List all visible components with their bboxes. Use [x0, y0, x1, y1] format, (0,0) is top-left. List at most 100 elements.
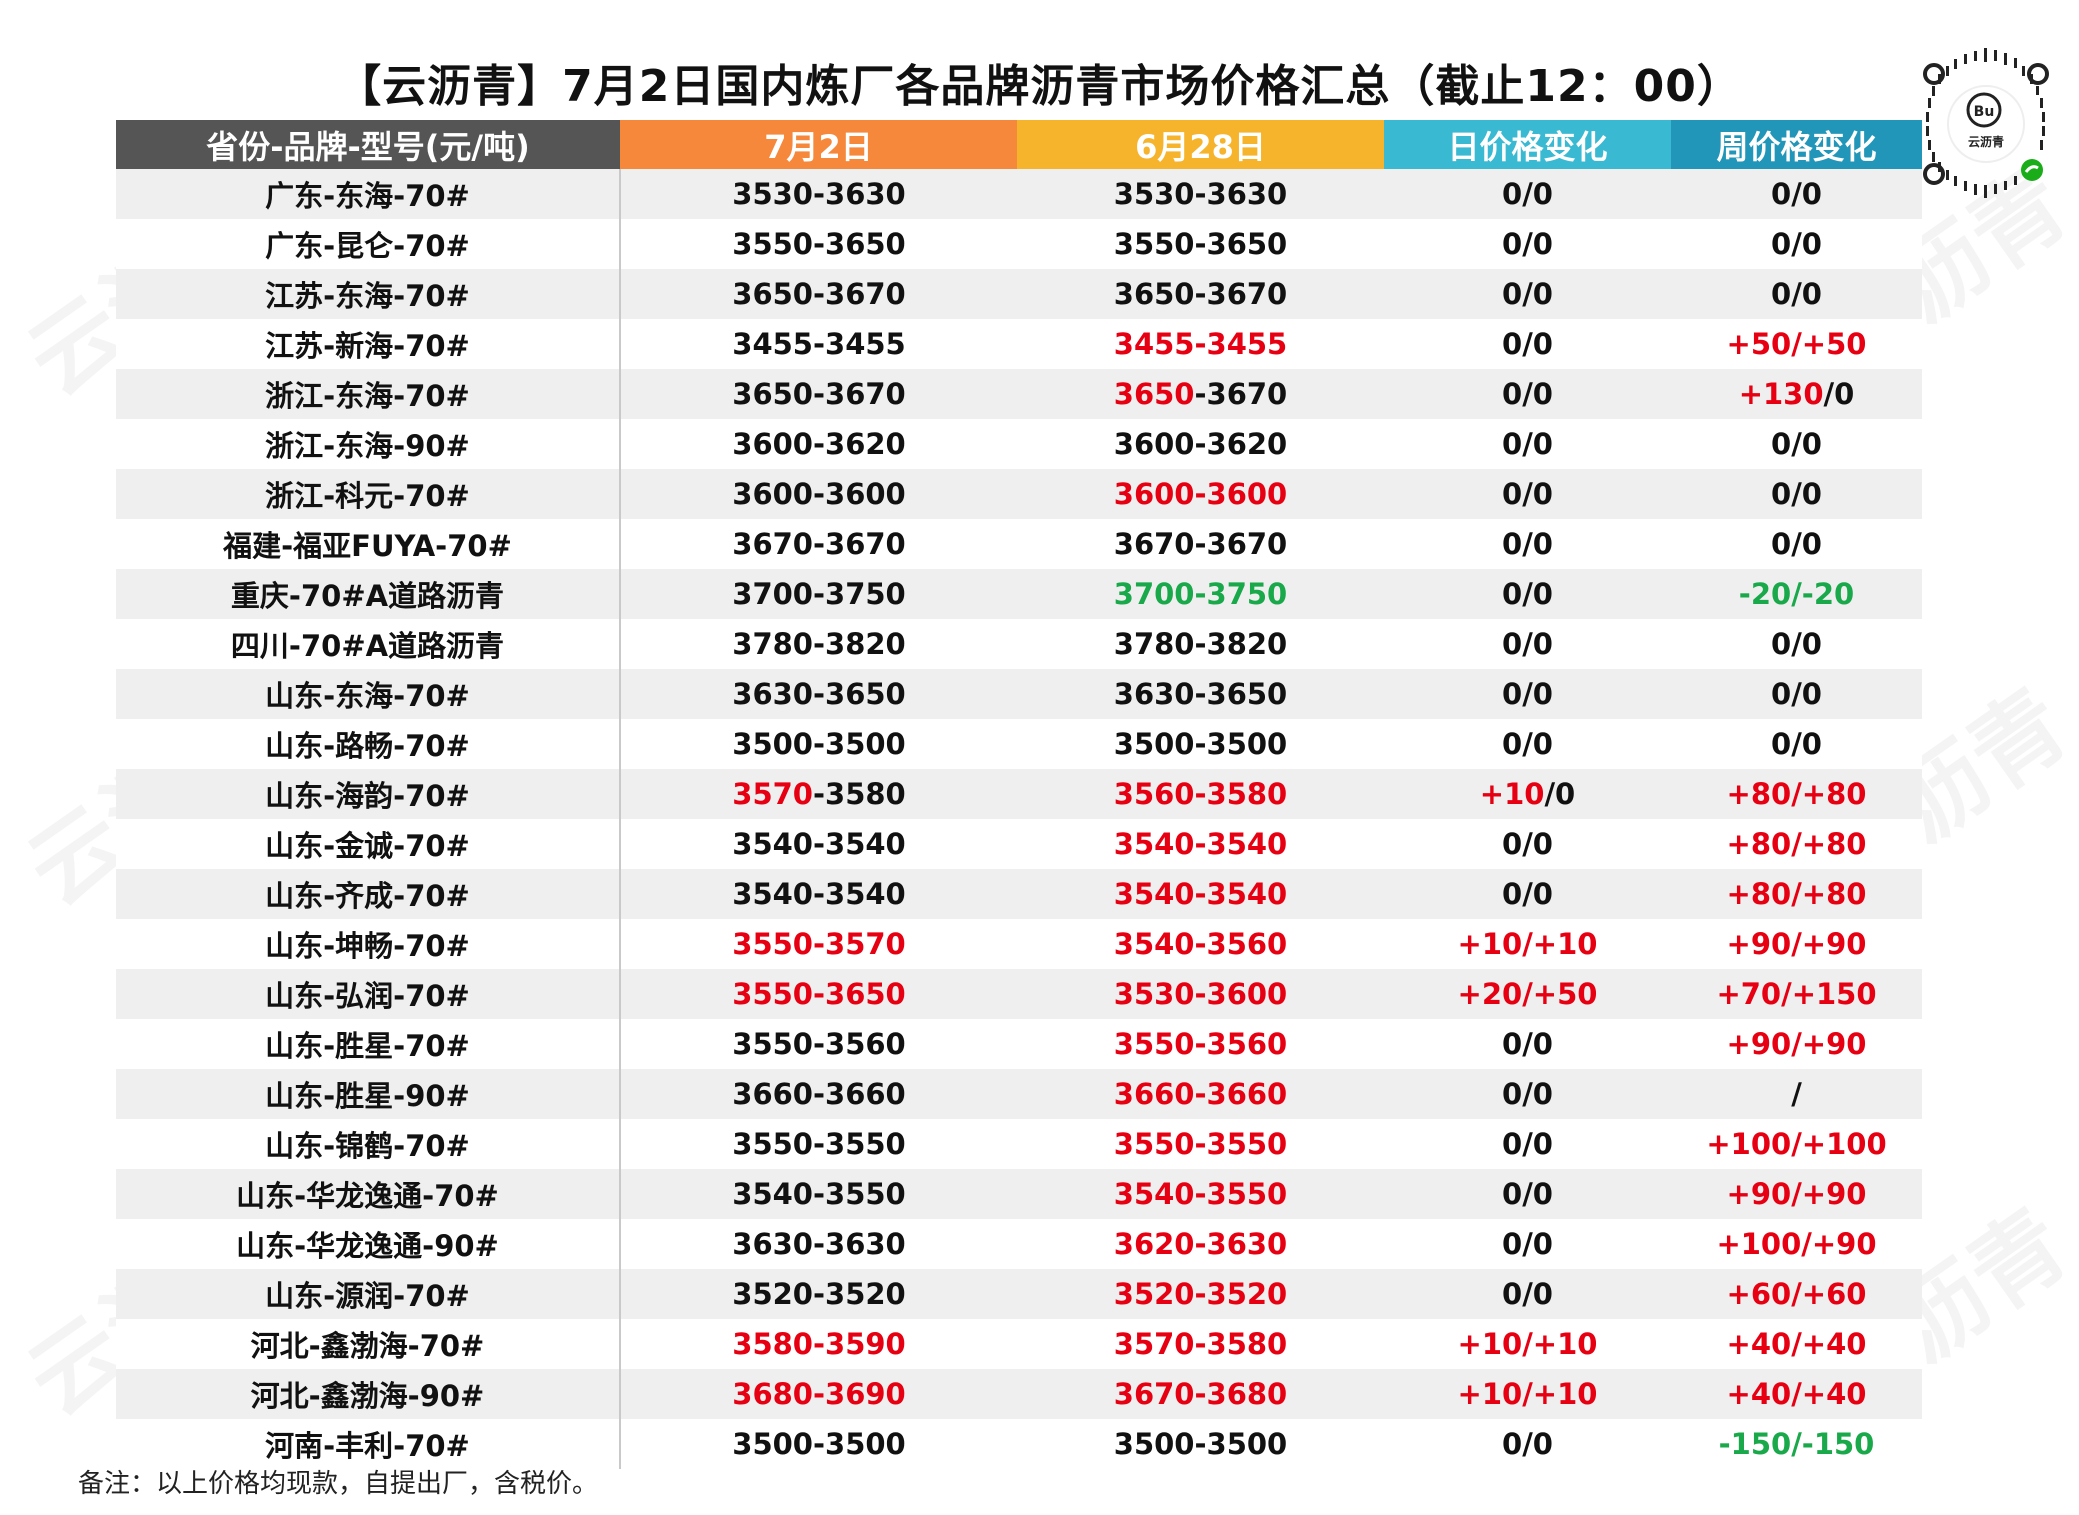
table-row: 广东-东海-70# 3530-3630 3530-3630 0/0 0/0	[116, 169, 1922, 219]
value-segment: 3680-3690	[732, 1377, 906, 1411]
price-jun28-cell: 3630-3650	[1017, 669, 1384, 719]
price-jun28-cell: 3455-3455	[1017, 319, 1384, 369]
value-segment: 0/0	[1771, 477, 1822, 511]
product-name-cell: 山东-金诚-70#	[116, 819, 621, 869]
daily-change-cell: 0/0	[1384, 669, 1671, 719]
daily-change-cell: +10/0	[1384, 769, 1671, 819]
table-row: 山东-华龙逸通-70# 3540-3550 3540-3550 0/0 +90/+90	[116, 1169, 1922, 1219]
value-segment: 3530-3630	[1113, 177, 1288, 211]
value-segment: 0/0	[1502, 1427, 1553, 1461]
price-jul2-cell: 3540-3540	[620, 819, 1017, 869]
price-jun28-cell: 3620-3630	[1017, 1219, 1384, 1269]
daily-change-cell: 0/0	[1384, 1169, 1671, 1219]
value-segment: 0/0	[1502, 377, 1553, 411]
value-segment: +40/+40	[1726, 1377, 1867, 1411]
product-name-cell: 山东-路畅-70#	[116, 719, 621, 769]
value-segment: 0/0	[1771, 677, 1822, 711]
value-segment: 0/0	[1502, 1077, 1553, 1111]
weekly-change-cell: +60/+60	[1671, 1269, 1922, 1319]
product-name-cell: 山东-坤畅-70#	[116, 919, 621, 969]
value-segment: -20/-20	[1738, 577, 1855, 611]
table-body: 广东-东海-70# 3530-3630 3530-3630 0/0 0/0 广东-昆仑-7…	[116, 169, 1922, 1469]
value-segment: -3580	[812, 777, 906, 811]
weekly-change-cell: +40/+40	[1671, 1319, 1922, 1369]
table-row: 山东-弘润-70# 3550-3650 3530-3600 +20/+50 +70/+1…	[116, 969, 1922, 1019]
value-segment: +100/+100	[1706, 1127, 1887, 1161]
daily-change-cell: 0/0	[1384, 469, 1671, 519]
value-segment: /	[1791, 1077, 1802, 1111]
price-jul2-cell: 3550-3550	[620, 1119, 1017, 1169]
svg-text:Bu: Bu	[1974, 104, 1995, 120]
price-jul2-cell: 3550-3570	[620, 919, 1017, 969]
value-segment: 3630-3650	[1113, 677, 1288, 711]
value-segment: 3670-3680	[1113, 1377, 1288, 1411]
value-segment: 0/0	[1502, 1127, 1553, 1161]
daily-change-cell: +10/+10	[1384, 1369, 1671, 1419]
table-row: 河南-丰利-70# 3500-3500 3500-3500 0/0 -150/-150	[116, 1419, 1922, 1469]
value-segment: 3550-3650	[732, 977, 906, 1011]
value-segment: 3600-3600	[732, 477, 906, 511]
product-name-cell: 福建-福亚FUYA-70#	[116, 519, 621, 569]
value-segment: 0/0	[1502, 827, 1553, 861]
footnote: 备注：以上价格均现款，自提出厂，含税价。	[78, 1469, 599, 1499]
daily-change-cell: 0/0	[1384, 819, 1671, 869]
price-jun28-cell: 3700-3750	[1017, 569, 1384, 619]
price-jul2-cell: 3550-3650	[620, 219, 1017, 269]
price-jul2-cell: 3650-3670	[620, 369, 1017, 419]
price-jun28-cell: 3500-3500	[1017, 719, 1384, 769]
value-segment: +130	[1738, 377, 1824, 411]
value-segment: +80/+80	[1726, 877, 1867, 911]
table-row: 山东-锦鹤-70# 3550-3550 3550-3550 0/0 +100/+100	[116, 1119, 1922, 1169]
table-row: 山东-胜星-70# 3550-3560 3550-3560 0/0 +90/+90	[116, 1019, 1922, 1069]
weekly-change-cell: +100/+100	[1671, 1119, 1922, 1169]
daily-change-cell: 0/0	[1384, 269, 1671, 319]
value-segment: +10	[1479, 777, 1545, 811]
daily-change-cell: 0/0	[1384, 219, 1671, 269]
table-row: 重庆-70#A道路沥青 3700-3750 3700-3750 0/0 -20/-20	[116, 569, 1922, 619]
weekly-change-cell: 0/0	[1671, 469, 1922, 519]
weekly-change-cell: 0/0	[1671, 219, 1922, 269]
product-name-cell: 山东-东海-70#	[116, 669, 621, 719]
price-jul2-cell: 3540-3550	[620, 1169, 1017, 1219]
product-name-cell: 山东-胜星-90#	[116, 1069, 621, 1119]
value-segment: 3670-3670	[1113, 527, 1288, 561]
price-jun28-cell: 3520-3520	[1017, 1269, 1384, 1319]
daily-change-cell: +20/+50	[1384, 969, 1671, 1019]
price-jul2-cell: 3570-3580	[620, 769, 1017, 819]
price-jun28-cell: 3600-3620	[1017, 419, 1384, 469]
product-name-cell: 河南-丰利-70#	[116, 1419, 621, 1469]
weekly-change-cell: 0/0	[1671, 719, 1922, 769]
daily-change-cell: +10/+10	[1384, 919, 1671, 969]
price-jul2-cell: 3630-3650	[620, 669, 1017, 719]
daily-change-cell: 0/0	[1384, 1069, 1671, 1119]
value-segment: 3500-3500	[732, 1427, 906, 1461]
value-segment: 3455-3455	[732, 327, 906, 361]
value-segment: 3540-3540	[732, 827, 906, 861]
daily-change-cell: 0/0	[1384, 169, 1671, 219]
price-jun28-cell: 3670-3680	[1017, 1369, 1384, 1419]
value-segment: 0/0	[1771, 627, 1822, 661]
value-segment: 3670-3670	[732, 527, 906, 561]
daily-change-cell: 0/0	[1384, 1219, 1671, 1269]
value-segment: 3550-3570	[732, 927, 906, 961]
product-name-cell: 山东-锦鹤-70#	[116, 1119, 621, 1169]
weekly-change-cell: +80/+80	[1671, 819, 1922, 869]
value-segment: +40/+40	[1726, 1327, 1867, 1361]
price-jun28-cell: 3780-3820	[1017, 619, 1384, 669]
header-product: 省份-品牌-型号(元/吨)	[116, 120, 620, 169]
header-weekly-change: 周价格变化	[1671, 120, 1922, 169]
value-segment: 3550-3550	[1113, 1127, 1288, 1161]
product-name-cell: 江苏-新海-70#	[116, 319, 621, 369]
price-jul2-cell: 3500-3500	[620, 1419, 1017, 1469]
value-segment: 3550-3560	[1113, 1027, 1288, 1061]
value-segment: 0/0	[1502, 327, 1553, 361]
value-segment: 3570-3580	[1113, 1327, 1288, 1361]
header-daily-change: 日价格变化	[1384, 120, 1671, 169]
price-jun28-cell: 3540-3540	[1017, 819, 1384, 869]
price-jun28-cell: 3600-3600	[1017, 469, 1384, 519]
daily-change-cell: 0/0	[1384, 1419, 1671, 1469]
value-segment: 3660-3660	[732, 1077, 906, 1111]
value-segment: 3530-3630	[732, 177, 906, 211]
value-segment: 3500-3500	[732, 727, 906, 761]
value-segment: 3500-3500	[1113, 727, 1288, 761]
